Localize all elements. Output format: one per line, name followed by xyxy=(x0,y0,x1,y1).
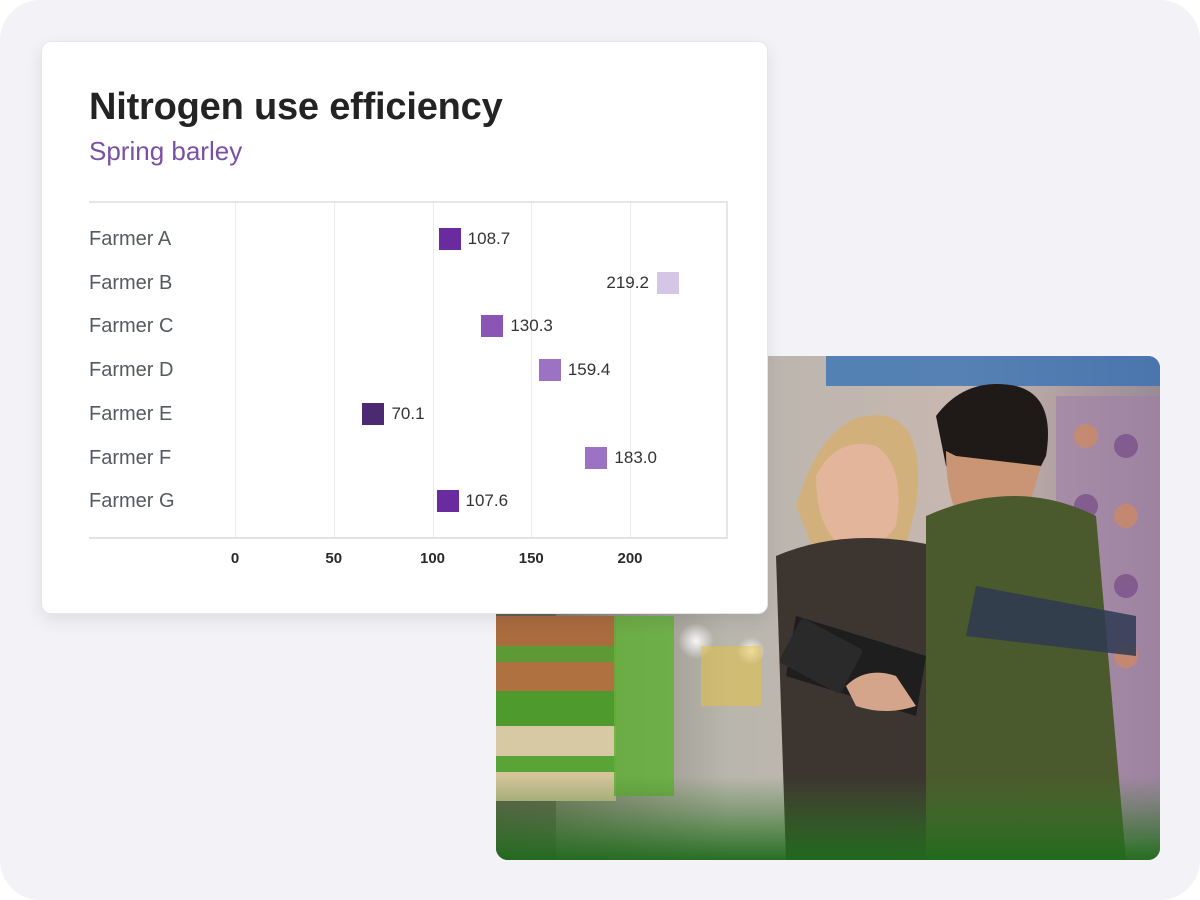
chart-subtitle: Spring barley xyxy=(89,136,243,166)
x-tick-label: 100 xyxy=(419,550,446,567)
row-label-farmer: Farmer E xyxy=(89,402,173,425)
data-value-label: 107.6 xyxy=(465,491,509,511)
data-point-marker[interactable] xyxy=(481,315,504,338)
row-label-farmer: Farmer C xyxy=(89,315,174,338)
x-tick-label: 0 xyxy=(230,550,240,567)
row-label-farmer: Farmer B xyxy=(89,271,173,294)
row-label-farmer: Farmer G xyxy=(89,490,175,513)
x-tick-label: 50 xyxy=(325,550,343,567)
data-point-marker[interactable] xyxy=(585,446,608,469)
gridline xyxy=(333,203,335,537)
data-point-marker[interactable] xyxy=(438,228,461,250)
row-label-farmer: Farmer A xyxy=(89,228,172,250)
data-value-label: 70.1 xyxy=(391,403,425,423)
data-value-label: 219.2 xyxy=(606,272,649,292)
plot-right-border xyxy=(726,201,728,539)
gridline xyxy=(235,203,236,537)
gridline xyxy=(432,203,434,537)
x-axis-line xyxy=(89,537,728,539)
data-point-marker[interactable] xyxy=(362,402,385,425)
plot-top-border xyxy=(89,201,728,203)
data-point-marker[interactable] xyxy=(538,359,561,382)
x-tick-label: 200 xyxy=(617,550,643,567)
x-tick-label: 150 xyxy=(518,550,544,567)
data-value-label: 183.0 xyxy=(614,447,657,467)
chart-card: Nitrogen use efficiency Spring barley 0 5… xyxy=(41,41,768,614)
data-point-marker[interactable] xyxy=(436,490,459,513)
dot-plot: 0 50 100 150 200 Farmer A 108.7 Farmer B 219.2 Fa… xyxy=(89,201,728,567)
data-value-label: 159.4 xyxy=(567,360,611,380)
gridline xyxy=(531,203,533,537)
row-label-farmer: Farmer D xyxy=(89,359,174,382)
chart-title: Nitrogen use efficiency xyxy=(89,86,503,128)
row-label-farmer: Farmer F xyxy=(89,446,172,469)
gridline xyxy=(630,203,631,537)
data-point-marker[interactable] xyxy=(656,271,679,294)
data-value-label: 130.3 xyxy=(510,316,553,336)
data-value-label: 108.7 xyxy=(467,229,511,248)
